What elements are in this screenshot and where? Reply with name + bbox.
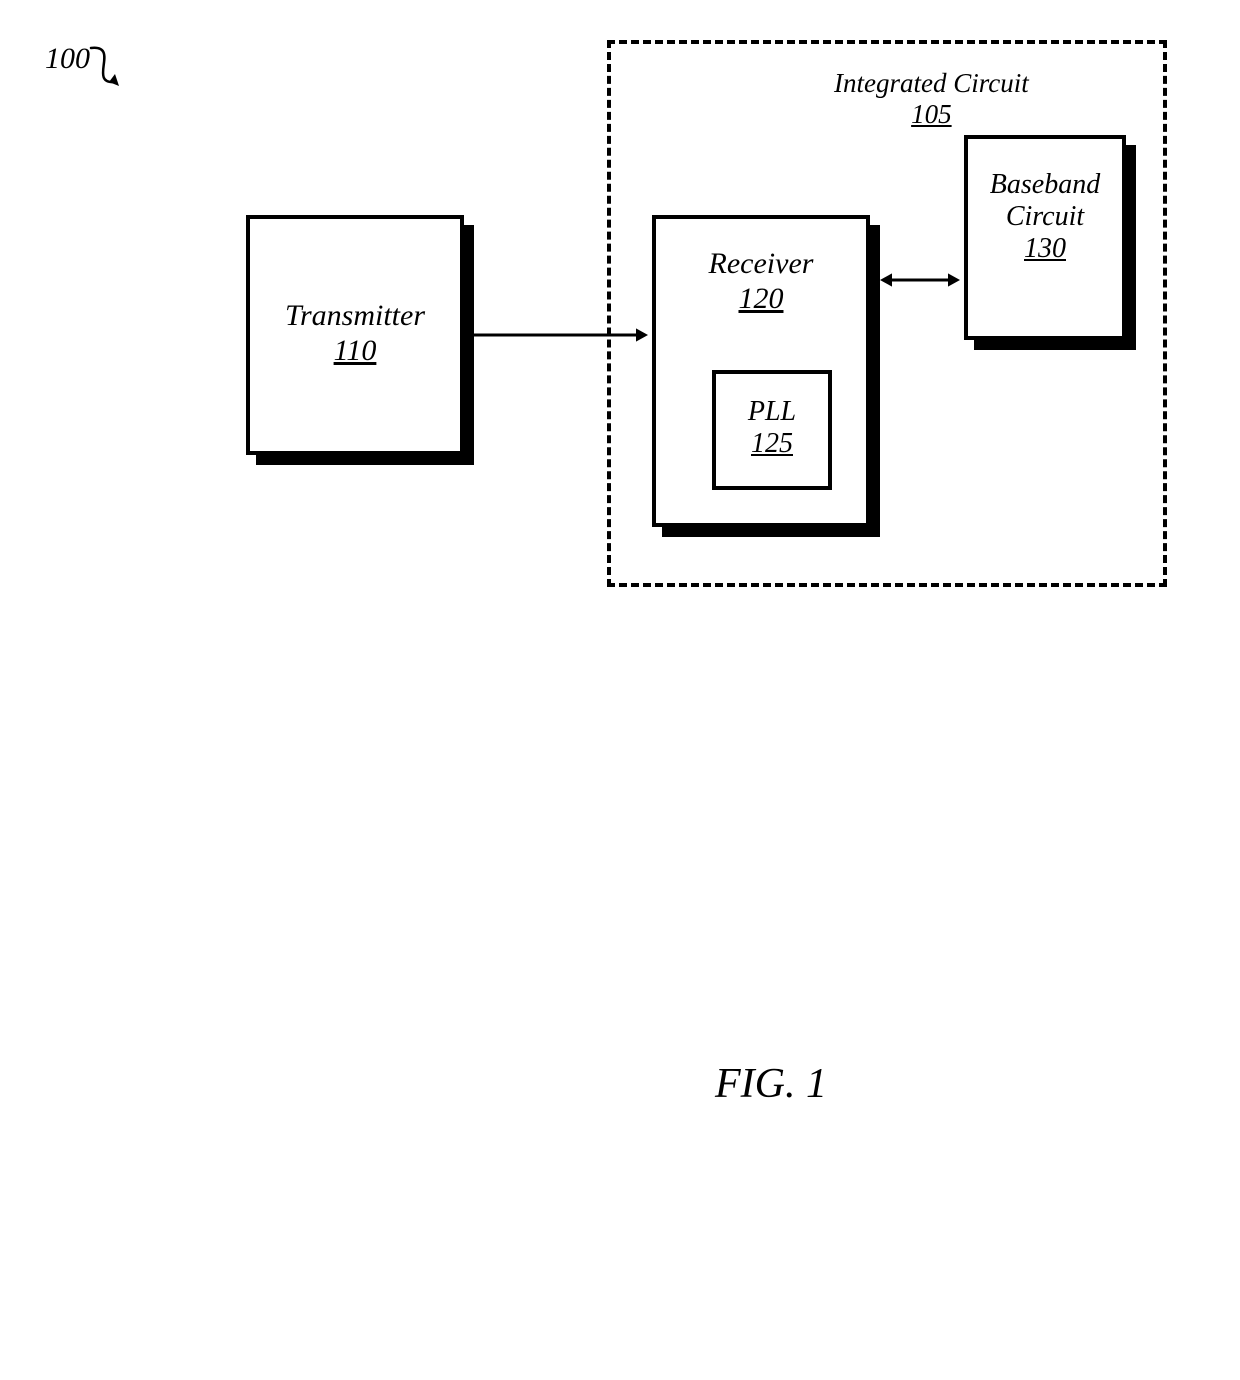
integrated-circuit-title-text: Integrated Circuit [834,68,1029,98]
transmitter-num: 110 [334,334,377,367]
pll-label: PLL 125 [748,396,796,460]
receiver-label: Receiver 120 [709,247,814,316]
ref-curved-arrow [85,42,125,92]
pll-num: 125 [751,428,793,459]
baseband-num: 130 [1024,233,1066,264]
diagram-stage: 100 Integrated Circuit 105 Transmitter 1… [0,0,1240,1380]
receiver-num: 120 [738,282,783,315]
pll-block: PLL 125 [712,370,832,490]
pll-text: PLL [748,396,796,427]
integrated-circuit-title: Integrated Circuit 105 [834,68,1029,130]
baseband-block: Baseband Circuit 130 [964,135,1126,340]
baseband-text: Baseband [990,169,1100,200]
baseband-label: Baseband Circuit 130 [990,169,1100,266]
transmitter-block: Transmitter 110 [246,215,464,455]
baseband-text2: Circuit [1006,201,1084,232]
integrated-circuit-num: 105 [911,99,952,129]
transmitter-label: Transmitter 110 [285,299,425,368]
figure-caption: FIG. 1 [715,1060,827,1108]
reference-label: 100 [45,42,90,76]
arrow-tx-to-rx [460,321,662,349]
receiver-text: Receiver [709,247,814,280]
arrow-rx-baseband [866,266,974,294]
transmitter-text: Transmitter [285,299,425,332]
